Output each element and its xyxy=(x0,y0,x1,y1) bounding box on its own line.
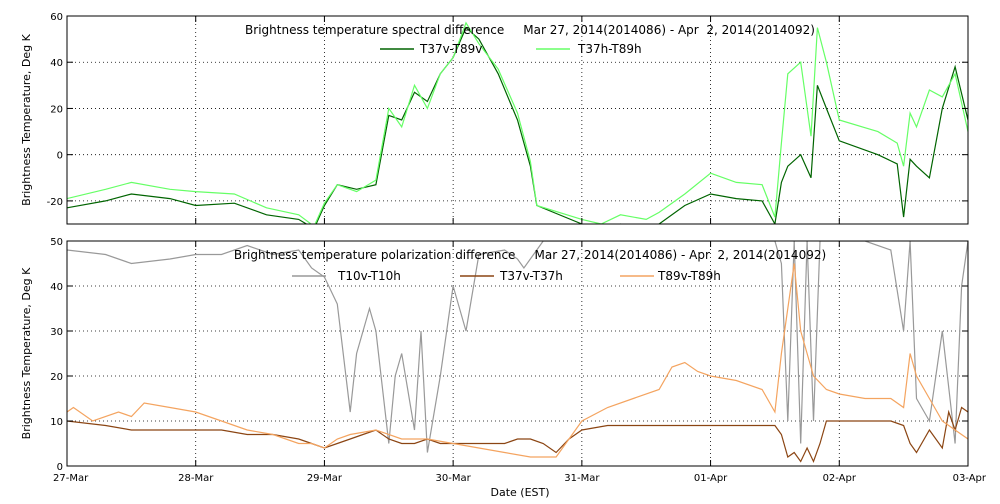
chart-title: Brightness temperature spectral differen… xyxy=(245,23,815,37)
legend-label: T37v-T89v xyxy=(419,42,482,56)
y-tick-label: 40 xyxy=(50,282,63,293)
series-line-T37v-T37h xyxy=(67,406,968,464)
x-tick-label: 27-Mar xyxy=(53,473,89,484)
y-tick-label: 0 xyxy=(57,462,63,473)
x-tick-label: 02-Apr xyxy=(823,473,857,484)
y-tick-label: 60 xyxy=(50,12,63,23)
series-line-T89v-T89h xyxy=(67,263,968,458)
plot-frame xyxy=(66,15,969,225)
x-tick-label: 31-Mar xyxy=(564,473,600,484)
legend-label: T89v-T89h xyxy=(657,269,721,283)
plot-frame xyxy=(66,240,969,467)
chart-title: Brightness temperature polarization diff… xyxy=(234,248,826,262)
spectral-difference-panel: -20 0 20 40 60 Brightness Temperature, Deg K B… xyxy=(20,12,969,225)
y-tick-label: 10 xyxy=(50,417,63,428)
x-tick-label: 30-Mar xyxy=(436,473,472,484)
y-tick-label: 20 xyxy=(50,372,63,383)
series-group xyxy=(67,241,968,464)
series-line-T37v-T89v xyxy=(67,26,968,224)
x-axis-label: Date (EST) xyxy=(490,486,549,499)
legend-label: T37v-T37h xyxy=(499,269,563,283)
x-tick-label: 03-Apr xyxy=(953,473,987,484)
x-tick-label: 01-Apr xyxy=(694,473,728,484)
y-axis-label: Brightness Temperature, Deg K xyxy=(20,267,33,439)
y-tick-label: 50 xyxy=(50,237,63,248)
legend-label: T37h-T89h xyxy=(577,42,642,56)
y-tick-label: 30 xyxy=(50,327,63,338)
y-axis-label: Brightness Temperature, Deg K xyxy=(20,33,33,205)
legend-label: T10v-T10h xyxy=(337,269,401,283)
polarization-difference-panel: 0 10 20 30 40 50 27-Mar 28-Mar 29-Mar 30-Mar 31-Ma… xyxy=(20,237,987,484)
series-group xyxy=(67,21,968,224)
y-tick-label: -20 xyxy=(47,197,63,208)
x-tick-label: 29-Mar xyxy=(307,473,343,484)
y-tick-label: 20 xyxy=(50,104,63,115)
y-tick-label: 0 xyxy=(57,151,63,162)
grid-lines xyxy=(67,241,968,466)
series-line-T10v-T10h xyxy=(67,241,968,453)
x-tick-label: 28-Mar xyxy=(178,473,214,484)
y-tick-label: 40 xyxy=(50,58,63,69)
